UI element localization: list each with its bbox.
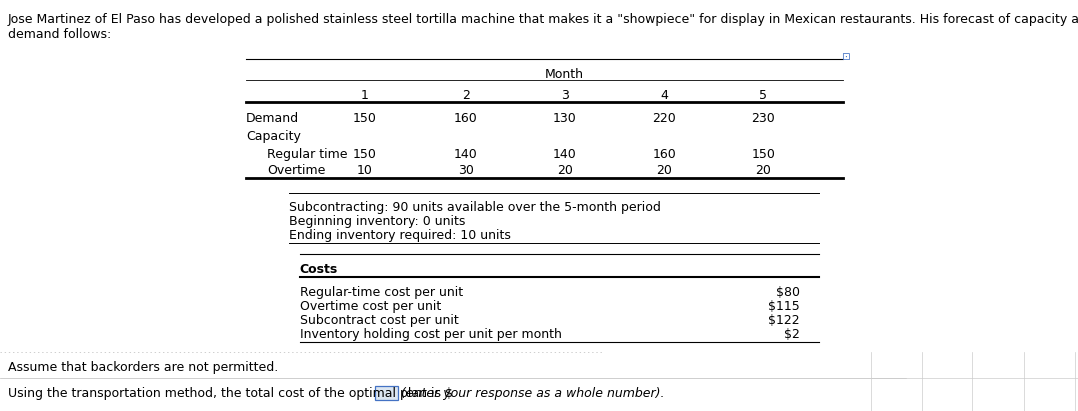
Text: Jose Martinez of El Paso has developed a polished stainless steel tortilla machi: Jose Martinez of El Paso has developed a… [8, 13, 1078, 26]
Text: 150: 150 [353, 112, 376, 125]
Text: 1: 1 [360, 89, 369, 102]
Text: Subcontracting: 90 units available over the 5-month period: Subcontracting: 90 units available over … [289, 201, 661, 214]
Text: Regular-time cost per unit: Regular-time cost per unit [300, 286, 462, 299]
Text: Using the transportation method, the total cost of the optimal plan is $: Using the transportation method, the tot… [8, 387, 453, 400]
Text: 10: 10 [357, 164, 372, 177]
Text: Capacity: Capacity [246, 130, 301, 143]
Text: 5: 5 [759, 89, 768, 102]
Text: Assume that backorders are not permitted.: Assume that backorders are not permitted… [8, 361, 278, 374]
FancyBboxPatch shape [375, 386, 398, 400]
Text: 160: 160 [454, 112, 478, 125]
Text: (enter your response as a whole number).: (enter your response as a whole number). [401, 387, 664, 400]
Text: Overtime: Overtime [267, 164, 326, 177]
Text: Regular time: Regular time [267, 148, 348, 161]
Text: 140: 140 [454, 148, 478, 161]
Text: 230: 230 [751, 112, 775, 125]
Text: Beginning inventory: 0 units: Beginning inventory: 0 units [289, 215, 466, 228]
Text: $122: $122 [769, 314, 800, 327]
Text: Subcontract cost per unit: Subcontract cost per unit [300, 314, 458, 327]
Text: 20: 20 [557, 164, 572, 177]
Text: 20: 20 [657, 164, 672, 177]
Text: 150: 150 [751, 148, 775, 161]
Text: 130: 130 [553, 112, 577, 125]
Text: demand follows:: demand follows: [8, 28, 111, 41]
Text: 3: 3 [561, 89, 569, 102]
Text: 20: 20 [756, 164, 771, 177]
Text: Costs: Costs [300, 263, 337, 276]
Text: Ending inventory required: 10 units: Ending inventory required: 10 units [289, 229, 511, 242]
Text: 140: 140 [553, 148, 577, 161]
Text: 160: 160 [652, 148, 676, 161]
Text: 4: 4 [660, 89, 668, 102]
Text: ⊡: ⊡ [841, 52, 849, 62]
Text: $115: $115 [769, 300, 800, 313]
Text: Demand: Demand [246, 112, 299, 125]
Text: 30: 30 [458, 164, 473, 177]
Text: 2: 2 [461, 89, 470, 102]
Text: Inventory holding cost per unit per month: Inventory holding cost per unit per mont… [300, 328, 562, 341]
Text: 150: 150 [353, 148, 376, 161]
Text: $2: $2 [784, 328, 800, 341]
Text: 220: 220 [652, 112, 676, 125]
Text: Month: Month [544, 68, 583, 81]
Text: Overtime cost per unit: Overtime cost per unit [300, 300, 441, 313]
Text: $80: $80 [776, 286, 800, 299]
